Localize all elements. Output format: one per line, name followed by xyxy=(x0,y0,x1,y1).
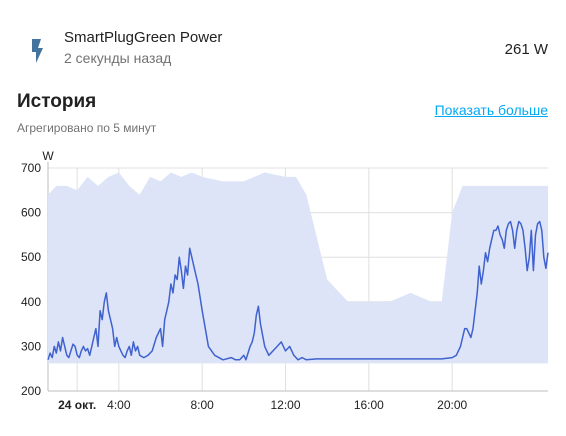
y-tick-label: 600 xyxy=(21,206,41,220)
entity-state: 261 W xyxy=(504,41,548,58)
min-max-band xyxy=(48,172,548,364)
x-tick-label: 16:00 xyxy=(354,398,384,412)
y-tick-label: 400 xyxy=(21,295,41,309)
entity-last-changed: 2 секунды назад xyxy=(64,50,172,66)
y-tick-label: 200 xyxy=(21,384,41,398)
x-tick-label: 20:00 xyxy=(437,398,467,412)
history-title: История xyxy=(17,91,97,112)
y-tick-label: 700 xyxy=(21,161,41,175)
entity-row[interactable]: SmartPlugGreen Power 2 секунды назад 261… xyxy=(0,0,566,82)
y-tick-label: 300 xyxy=(21,339,41,353)
flash-icon xyxy=(26,38,48,64)
show-more-link[interactable]: Показать больше xyxy=(434,102,548,118)
x-tick-label: 24 окт. xyxy=(58,398,96,412)
history-chart[interactable]: 200 300 400 500 600 700 W 24 окт. 4:00 8:00 12:00 1… xyxy=(0,146,566,436)
mean-series-line xyxy=(47,220,549,361)
history-subtitle: Агрегировано по 5 минут xyxy=(17,121,157,135)
y-tick-label: 500 xyxy=(21,250,41,264)
x-tick-label: 4:00 xyxy=(107,398,131,412)
x-tick-label: 12:00 xyxy=(270,398,300,412)
entity-name: SmartPlugGreen Power xyxy=(64,29,223,46)
x-tick-label: 8:00 xyxy=(190,398,214,412)
y-axis-unit-label: W xyxy=(42,149,54,163)
